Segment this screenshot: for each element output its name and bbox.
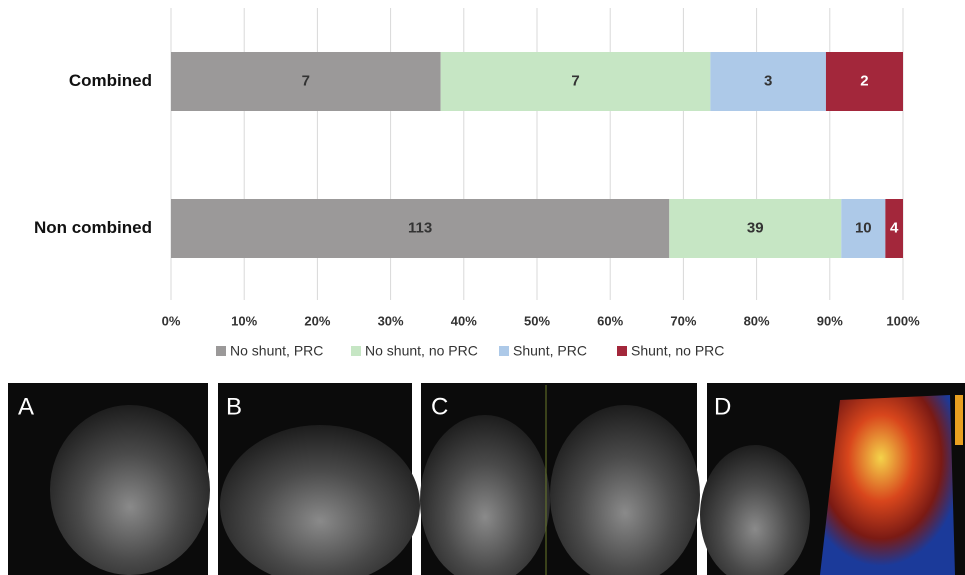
panel-label: C [431, 393, 448, 420]
value-label: 39 [747, 219, 764, 236]
value-label: 2 [860, 72, 868, 89]
legend-label: No shunt, no PRC [365, 343, 478, 359]
chart: 0% 10% 20% 30% 40% 50% 60% 70% 80% 90% 100% Combine… [0, 0, 965, 575]
doppler [820, 395, 955, 575]
figure: 0% 10% 20% 30% 40% 50% 60% 70% 80% 90% 100% Combine… [0, 0, 965, 575]
legend-swatch [499, 346, 509, 356]
value-label: 4 [890, 219, 899, 236]
x-tick-label: 70% [670, 313, 696, 328]
x-tick-label: 80% [744, 313, 770, 328]
legend-label: Shunt, no PRC [631, 343, 724, 359]
panel-label: B [226, 393, 242, 420]
legend-label: No shunt, PRC [230, 343, 323, 359]
legend-swatch [617, 346, 627, 356]
x-tick-label: 40% [451, 313, 477, 328]
legend-swatch [351, 346, 361, 356]
legend-label: Shunt, PRC [513, 343, 587, 359]
value-label: 3 [764, 72, 772, 89]
x-tick-label: 90% [817, 313, 843, 328]
x-tick-label: 10% [231, 313, 257, 328]
legend-swatch [216, 346, 226, 356]
x-tick-label: 50% [524, 313, 550, 328]
value-label: 7 [302, 72, 310, 89]
panel-label: D [714, 393, 731, 420]
color-scale [955, 395, 963, 445]
value-label: 7 [571, 72, 579, 89]
legend: No shunt, PRC No shunt, no PRC Shunt, PRC S… [216, 343, 724, 359]
value-label: 113 [408, 219, 432, 236]
x-tick-label: 60% [597, 313, 623, 328]
value-label: 10 [855, 219, 872, 236]
x-tick-label: 0% [162, 313, 181, 328]
x-tick-label: 30% [378, 313, 404, 328]
category-label: Combined [69, 71, 152, 90]
ultrasound [50, 405, 210, 575]
x-tick-label: 20% [304, 313, 330, 328]
x-tick-label: 100% [886, 313, 920, 328]
category-label: Non combined [34, 218, 152, 237]
image-panels [8, 383, 965, 575]
panel-label: A [18, 393, 34, 420]
